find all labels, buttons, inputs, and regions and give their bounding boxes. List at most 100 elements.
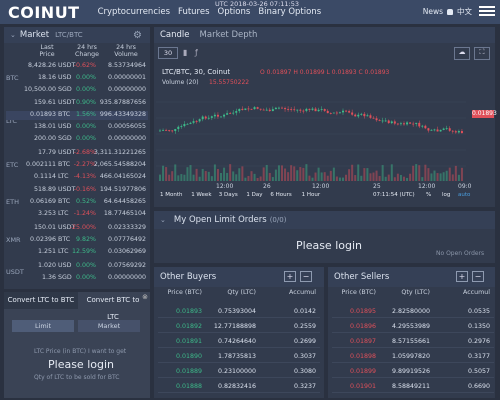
volume-bar [387, 174, 390, 181]
buyers-remove-button[interactable]: − [300, 271, 312, 282]
market-row[interactable]: 1.36 SGD 0.00% 0.00000000 [6, 274, 148, 283]
market-row[interactable]: 518.89 USDT -0.16% 194.51977806 [6, 186, 148, 195]
limit-orders-header: ⌄ My Open Limit Orders (0/0) [154, 211, 495, 229]
scale-option[interactable]: log [442, 192, 451, 198]
market-row[interactable]: 3.253 LTC -1.24% 18.77465104 [6, 210, 148, 219]
sellers-remove-button[interactable]: − [472, 271, 484, 282]
hamburger-menu-icon[interactable] [479, 4, 495, 20]
language-switch[interactable]: 中文 [457, 7, 472, 16]
candle-body [244, 108, 247, 110]
candle-body [198, 119, 201, 122]
tab-market-depth[interactable]: Market Depth [199, 30, 258, 40]
orderbook-row[interactable] [332, 381, 494, 393]
market-change: 0.00% [75, 86, 96, 93]
order-qty: 8.58849211 [391, 383, 430, 390]
nav-options[interactable]: Options [217, 7, 251, 17]
bell-icon[interactable] [447, 8, 453, 15]
market-row[interactable]: 0.02396 BTC 9.82% 0.07776492 [6, 236, 148, 245]
market-toggle[interactable]: Market [78, 320, 140, 332]
volume-bar [375, 170, 378, 181]
range-option[interactable]: 3 Days [218, 192, 238, 198]
orderbook-row[interactable] [158, 336, 320, 348]
price-axis[interactable] [466, 86, 494, 181]
nav-cryptocurrencies[interactable]: Cryptocurrencies [97, 7, 171, 17]
market-panel: ⌄ Market LTC/BTC ⚙ [4, 27, 150, 289]
candle-body [451, 130, 454, 132]
range-option[interactable]: 1 Week [191, 192, 212, 198]
volume-bar [247, 175, 250, 181]
tab-candle[interactable]: Candle [160, 30, 190, 40]
market-volume: 0.07569292 [107, 262, 146, 269]
range-option[interactable]: 6 Hours [270, 192, 292, 198]
candle-body [454, 131, 457, 133]
range-option[interactable]: 1 Day [246, 192, 263, 198]
orderbook-row[interactable] [332, 351, 494, 363]
orderbook-row[interactable] [332, 321, 494, 333]
market-price: 0.01893 [29, 111, 56, 118]
volume-bar [265, 164, 268, 181]
scale-option[interactable]: auto [458, 192, 471, 198]
orders-login[interactable]: Please login [296, 239, 362, 252]
collapse-chevron-icon[interactable]: ⌄ [160, 216, 166, 224]
market-row[interactable]: 18.16 USD 0.00% 0.00000001 [6, 74, 148, 83]
volume-bar [314, 172, 317, 181]
tab-convert-ltc-btc[interactable]: Convert LTC to BTC [4, 292, 78, 309]
candle-body [274, 107, 277, 110]
news-link[interactable]: News [422, 7, 443, 16]
tab-convert-btc-ltc[interactable]: Convert BTC to LTC [86, 296, 140, 321]
market-row[interactable]: 138.01 USD 0.00% 0.00056055 [6, 123, 148, 132]
close-icon[interactable]: ⊗ [142, 293, 148, 301]
market-row[interactable]: 1.251 LTC 12.59% 0.03062969 [6, 248, 148, 257]
market-row[interactable]: 159.61 USDT 0.90% 935.87887656 [6, 99, 148, 108]
orderbook-row[interactable] [158, 366, 320, 378]
market-row[interactable]: 200.00 SGD 0.00% 0.00000000 [6, 135, 148, 144]
gear-icon[interactable]: ⚙ [133, 29, 142, 41]
orderbook-row[interactable] [332, 366, 494, 378]
candlestick-chart[interactable] [156, 86, 466, 181]
market-row[interactable]: 0.06169 BTC 0.52% 64.64458265 [6, 198, 148, 207]
candle-body [305, 108, 308, 111]
indicator-icon[interactable]: ƒ [195, 48, 198, 57]
candle-body [287, 109, 290, 110]
candle-type-icon[interactable]: ▮ [183, 48, 188, 57]
volume-bar [445, 170, 448, 181]
candle-body [406, 122, 409, 125]
chart-tabs: Candle Market Depth [154, 27, 495, 43]
orderbook-row[interactable] [158, 306, 320, 318]
cloud-save-icon[interactable]: ☁ [454, 47, 470, 60]
orderbook-row[interactable] [332, 336, 494, 348]
fullscreen-icon[interactable]: ⛶ [474, 47, 490, 60]
candle-body [265, 109, 268, 111]
market-row[interactable]: 17.79 USDT -2.68% 3,311.31221265 [6, 149, 148, 158]
range-option[interactable]: 1 Month [160, 192, 183, 198]
market-row[interactable]: 0.01893 BTC 1.56% 996.43349328 [6, 111, 148, 120]
limit-toggle[interactable]: Limit [12, 320, 74, 332]
market-row[interactable]: 0.1114 LTC -4.13% 466.04165024 [6, 173, 148, 182]
market-row[interactable]: 1.020 USD 0.00% 0.07569292 [6, 262, 148, 271]
nav-futures[interactable]: Futures [178, 7, 210, 17]
orderbook-row[interactable] [158, 321, 320, 333]
orderbook-row[interactable] [158, 381, 320, 393]
order-price: 0.01891 [175, 338, 202, 345]
volume-bar [369, 173, 372, 181]
market-currency: LTC [58, 248, 69, 255]
market-row[interactable]: 8,428.26 USDT -0.62% 8.53734964 [6, 62, 148, 71]
range-option[interactable]: 1 Hour [301, 192, 321, 198]
coinut-logo[interactable]: COINUT [8, 2, 80, 22]
sellers-add-button[interactable]: + [456, 271, 468, 282]
volume-value: 15.55750222 [209, 79, 250, 86]
orderbook-row[interactable] [332, 306, 494, 318]
candle-body [396, 123, 399, 125]
interval-select[interactable]: 30 [158, 47, 178, 59]
scale-option[interactable]: % [426, 192, 432, 198]
nav-binary-options[interactable]: Binary Options [258, 7, 322, 17]
market-row[interactable]: 150.01 USDT -25.00% 0.02333329 [6, 224, 148, 233]
collapse-chevron-icon[interactable]: ⌄ [10, 31, 16, 39]
buyers-add-button[interactable]: + [284, 271, 296, 282]
market-row[interactable]: 10,500.00 SGD 0.00% 0.00000000 [6, 86, 148, 95]
convert-login[interactable]: Please login [48, 358, 114, 371]
market-volume: 0.03062969 [107, 248, 146, 255]
order-accumulated: 0.1350 [467, 323, 490, 330]
orderbook-row[interactable] [158, 351, 320, 363]
market-row[interactable]: 0.002111 BTC -2.27% 2,065.54588204 [6, 161, 148, 170]
